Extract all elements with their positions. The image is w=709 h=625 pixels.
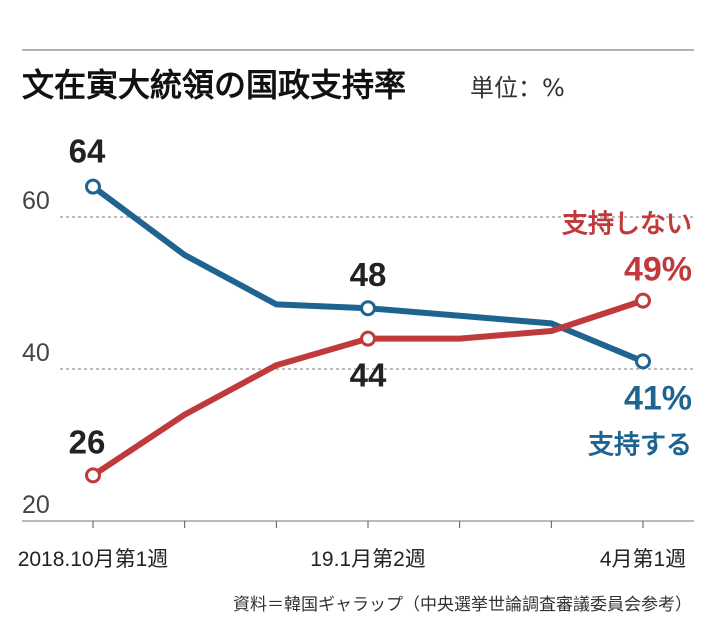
x-tick-label: 4月第1週	[600, 548, 686, 571]
data-label: 26	[69, 423, 106, 460]
gridlines	[22, 216, 694, 522]
y-tick-label: 60	[22, 187, 50, 215]
data-label: 41%	[624, 379, 692, 417]
data-point-support	[360, 300, 376, 317]
chart-title: 文在寅大統領の国政支持率	[22, 66, 406, 104]
data-label: 48	[350, 256, 387, 293]
series-lines	[85, 178, 651, 484]
data-label: 44	[350, 357, 387, 394]
data-label: 49%	[624, 251, 692, 289]
source-note: 資料＝韓国ギャラップ（中央選挙世論調査審議委員会参考）	[233, 595, 692, 615]
unit-label: 単位：%	[470, 74, 565, 102]
y-tick-label: 40	[22, 339, 50, 367]
series-label: 支持しない	[562, 210, 692, 240]
x-axis: 2018.10月第1週 19.1月第2週 4月第1週	[18, 521, 686, 571]
data-label: 64	[69, 133, 106, 170]
x-tick-label: 19.1月第2週	[310, 548, 426, 571]
y-tick-label: 20	[22, 491, 50, 519]
x-tick-label: 2018.10月第1週	[18, 548, 169, 571]
data-point-nonsupport	[360, 330, 376, 347]
y-axis-ticks: 60 40 20	[22, 187, 50, 519]
series-label: 支持する	[588, 430, 692, 460]
data-point-nonsupport	[635, 292, 651, 309]
data-point-support	[85, 178, 101, 195]
data-point-nonsupport	[85, 467, 101, 484]
data-labels: 64 48 26 44 49% 支持しない 41% 支持する	[69, 133, 692, 461]
data-point-support	[635, 353, 651, 370]
